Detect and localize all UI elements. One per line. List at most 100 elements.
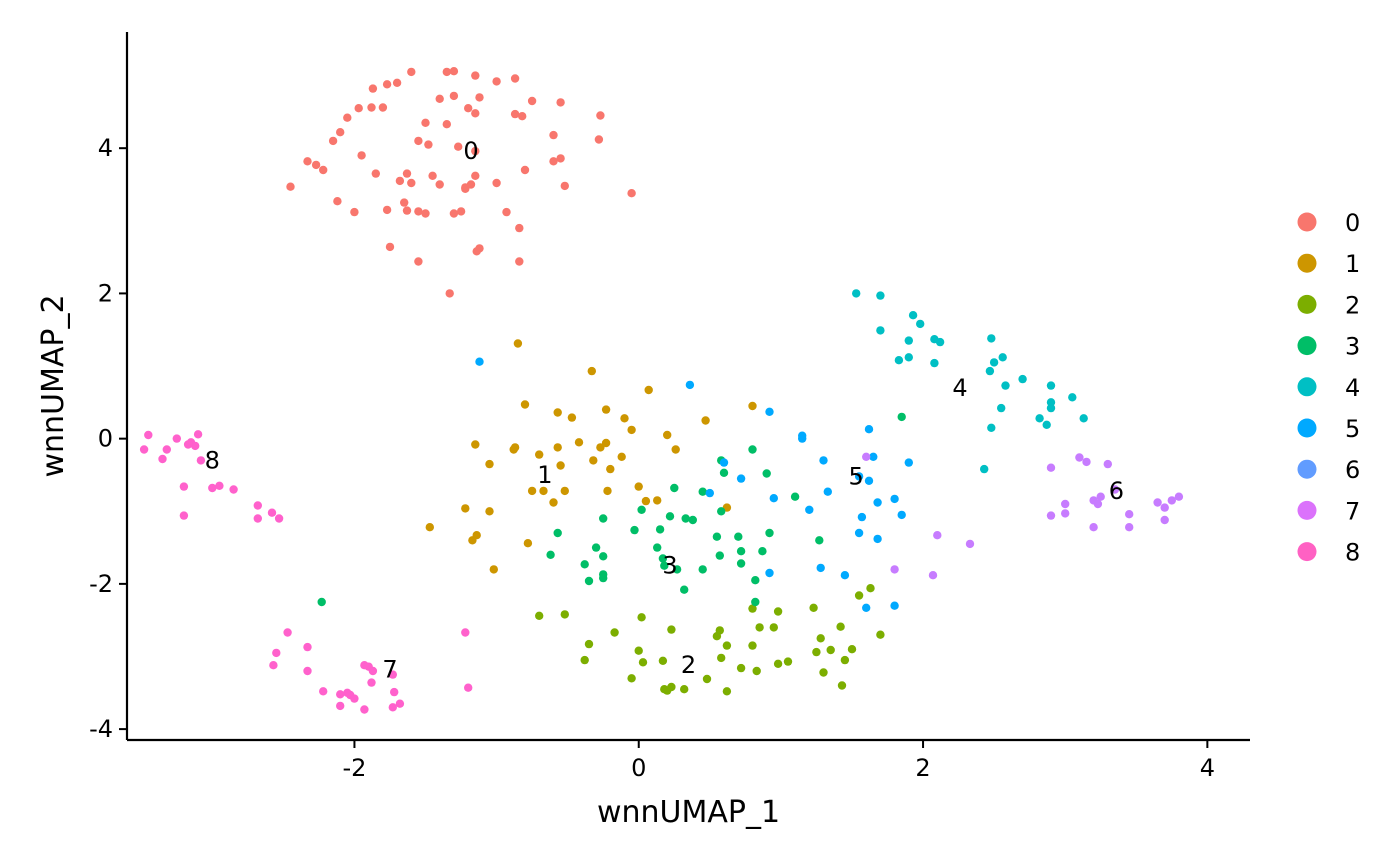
series-cluster-3	[317, 412, 906, 607]
point-cluster-7	[269, 661, 278, 670]
point-cluster-3	[553, 528, 562, 538]
point-cluster-1	[603, 486, 612, 496]
point-cluster-5	[819, 456, 828, 465]
point-cluster-0	[395, 176, 405, 186]
point-cluster-1	[485, 507, 494, 516]
point-cluster-2	[715, 626, 724, 635]
legend-swatch	[1297, 294, 1317, 314]
point-cluster-2	[736, 663, 746, 673]
cluster-label-7: 7	[382, 656, 397, 684]
point-cluster-6	[890, 565, 899, 574]
point-cluster-6	[933, 531, 942, 540]
point-cluster-7	[319, 687, 328, 696]
point-cluster-5	[857, 512, 867, 522]
legend-item-0: 0	[1297, 209, 1360, 237]
point-cluster-0	[502, 207, 511, 217]
point-cluster-1	[601, 405, 611, 414]
point-cluster-5	[719, 458, 729, 467]
legend-item-8: 8	[1297, 539, 1360, 567]
point-cluster-8	[193, 430, 203, 439]
point-cluster-3	[599, 552, 608, 561]
point-cluster-1	[461, 504, 470, 513]
point-cluster-0	[515, 257, 524, 266]
point-cluster-2	[680, 685, 689, 694]
point-cluster-5	[765, 568, 774, 578]
point-cluster-5	[798, 434, 807, 443]
point-cluster-4	[987, 334, 996, 343]
point-cluster-5	[873, 498, 882, 507]
cluster-label-4: 4	[952, 374, 967, 402]
point-cluster-3	[584, 576, 594, 586]
cluster-label-6: 6	[1109, 477, 1124, 505]
point-cluster-3	[655, 525, 665, 534]
point-cluster-0	[515, 223, 524, 233]
point-cluster-0	[454, 142, 463, 151]
point-cluster-0	[461, 184, 470, 193]
point-cluster-2	[819, 668, 828, 677]
point-cluster-5	[862, 603, 871, 612]
point-cluster-6	[1075, 453, 1084, 462]
x-tick-label: -2	[342, 754, 366, 782]
point-cluster-1	[535, 450, 544, 459]
legend-swatch	[1297, 212, 1317, 232]
point-cluster-4	[930, 358, 939, 368]
point-cluster-4	[1035, 414, 1044, 423]
point-cluster-1	[553, 408, 562, 417]
point-cluster-7	[367, 678, 376, 687]
point-cluster-0	[407, 67, 416, 77]
point-cluster-5	[854, 528, 864, 538]
point-cluster-2	[752, 666, 761, 676]
point-cluster-3	[672, 565, 682, 574]
point-cluster-0	[449, 91, 459, 101]
cluster-label-5: 5	[849, 462, 864, 490]
point-cluster-5	[805, 505, 814, 514]
point-cluster-0	[549, 130, 558, 140]
point-cluster-1	[472, 531, 481, 540]
point-cluster-0	[368, 84, 378, 93]
point-cluster-0	[549, 157, 558, 166]
point-cluster-4	[916, 319, 925, 329]
point-cluster-7	[336, 690, 345, 699]
point-cluster-4	[904, 336, 913, 345]
point-cluster-0	[471, 171, 480, 180]
legend-item-1: 1	[1297, 250, 1360, 278]
point-cluster-0	[382, 205, 392, 215]
point-cluster-8	[179, 482, 189, 491]
point-cluster-1	[620, 414, 629, 423]
point-cluster-1	[549, 498, 558, 507]
point-cluster-0	[456, 207, 466, 216]
point-cluster-0	[556, 154, 565, 163]
point-cluster-3	[665, 512, 675, 521]
legend-label: 5	[1345, 415, 1360, 443]
point-cluster-2	[584, 639, 594, 649]
point-cluster-1	[589, 456, 598, 465]
legend-item-6: 6	[1297, 456, 1360, 484]
point-cluster-0	[594, 135, 604, 144]
point-cluster-2	[560, 610, 569, 619]
point-cluster-0	[303, 157, 312, 166]
y-tick-label: 2	[98, 279, 113, 307]
point-cluster-8	[274, 514, 284, 523]
point-cluster-0	[336, 128, 345, 137]
point-cluster-0	[445, 289, 454, 298]
point-cluster-5	[864, 476, 874, 485]
point-cluster-2	[876, 630, 885, 639]
point-cluster-1	[520, 400, 530, 409]
legend: 0 1 2 3 4 5 6 7 8	[1297, 209, 1360, 567]
point-cluster-3	[580, 560, 589, 569]
point-cluster-4	[1068, 393, 1077, 402]
point-cluster-8	[139, 445, 149, 454]
point-cluster-0	[414, 136, 423, 146]
point-cluster-2	[809, 603, 818, 612]
point-cluster-6	[1125, 523, 1134, 532]
point-cluster-7	[461, 628, 470, 637]
point-cluster-8	[172, 434, 181, 443]
point-cluster-3	[758, 547, 767, 556]
point-cluster-4	[1046, 403, 1056, 413]
point-cluster-1	[606, 464, 615, 474]
point-cluster-0	[402, 206, 412, 215]
point-cluster-0	[556, 98, 565, 107]
series-cluster-4	[852, 289, 1088, 474]
y-tick-label: 0	[98, 425, 113, 453]
y-tick-label: -2	[89, 570, 113, 598]
